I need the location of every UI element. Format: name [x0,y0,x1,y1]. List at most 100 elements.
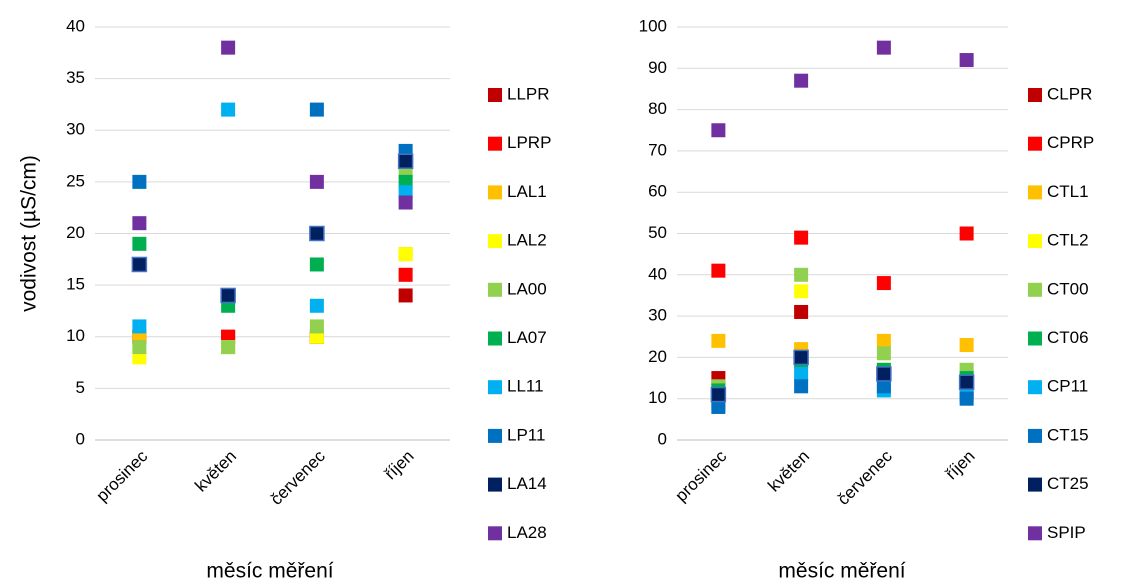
marker [221,102,236,117]
legend-label: LPRP [507,133,551,152]
marker [959,391,974,406]
y-tick-label: 10 [648,388,667,407]
y-tick-label: 100 [639,16,667,35]
marker [220,287,236,304]
marker [397,153,414,169]
marker [398,195,413,210]
marker [711,263,726,278]
marker [711,123,726,138]
y-tick-label: 15 [66,275,85,294]
legend-swatch [1028,185,1042,200]
marker [794,304,809,319]
x-tick-label: říjen [942,447,979,484]
x-tick-label: říjen [381,447,418,484]
marker [876,276,891,291]
y-tick-label: 20 [648,347,667,366]
x-tick-label: prosinec [92,446,151,505]
marker [309,298,324,313]
legend-label: CP11 [1047,377,1088,396]
legend-swatch [1028,136,1042,151]
marker [309,102,324,117]
legend-swatch [488,477,502,492]
y-tick-label: 0 [76,429,85,448]
x-axis-title: měsíc měření [206,560,333,583]
y-tick-label: 35 [66,68,85,87]
legend-label: LLPR [507,84,550,103]
legend-swatch [488,526,502,541]
marker [959,338,974,353]
legend-swatch [488,380,502,395]
marker [309,319,324,334]
marker [794,73,809,88]
legend-label: CT15 [1047,425,1089,444]
y-tick-label: 5 [76,378,85,397]
legend-swatch [488,88,502,102]
marker [710,386,727,403]
legend-label: CLPR [1047,84,1092,103]
x-tick-label: červenec [267,446,330,509]
marker [794,284,809,299]
legend-swatch [488,136,502,151]
marker [132,216,147,231]
legend-swatch [1028,526,1042,541]
legend-label: LP11 [507,425,545,444]
y-axis-title: vodivost (µS/cm) [18,155,41,312]
legend-label: CT25 [1047,474,1089,493]
legend-swatch [488,428,502,443]
legend-label: CTL2 [1047,231,1089,250]
legend-swatch [488,282,502,297]
marker [221,340,236,355]
marker [132,236,147,251]
marker [132,340,147,355]
legend-label: CT00 [1047,279,1089,298]
marker [958,374,975,390]
y-tick-label: 80 [648,99,667,118]
x-tick-label: prosinec [671,446,730,505]
y-tick-label: 25 [66,171,85,190]
marker [309,174,324,189]
y-tick-label: 30 [648,306,667,325]
x-tick-label: květen [764,447,813,496]
legend-swatch [488,331,502,346]
legend-label: LL11 [507,377,544,396]
marker [876,346,891,361]
y-tick-label: 40 [648,264,667,283]
legend-label: CTL1 [1047,182,1089,201]
marker [794,379,809,394]
marker [131,256,148,273]
y-tick-label: 90 [648,58,667,77]
marker [398,288,413,303]
marker [876,40,891,55]
legend-label: CPRP [1047,133,1094,152]
marker [132,319,147,334]
marker [398,247,413,262]
y-tick-label: 60 [648,182,667,201]
marker [793,349,809,366]
marker [309,257,324,272]
legend-swatch [1028,331,1042,346]
legend-label: LA28 [507,523,547,542]
marker [221,40,236,55]
y-tick-label: 30 [66,120,85,139]
legend-label: LA14 [507,474,547,493]
legend-swatch [1028,282,1042,297]
legend-label: CT06 [1047,328,1089,347]
marker [398,267,413,282]
marker [309,225,325,242]
marker [711,399,726,414]
marker [876,333,891,348]
x-tick-label: červenec [834,446,897,509]
legend-swatch [1028,234,1042,249]
legend-swatch [1028,380,1042,395]
legend-label: LAL2 [507,231,547,250]
legend-label: LA07 [507,328,547,347]
marker [794,230,809,245]
legend-label: LA00 [507,279,547,298]
legend-swatch [1028,477,1042,492]
y-tick-label: 20 [66,223,85,242]
y-tick-label: 70 [648,140,667,159]
x-tick-label: květen [191,447,240,496]
legend-swatch [488,234,502,249]
marker [132,174,147,189]
marker [794,267,809,282]
